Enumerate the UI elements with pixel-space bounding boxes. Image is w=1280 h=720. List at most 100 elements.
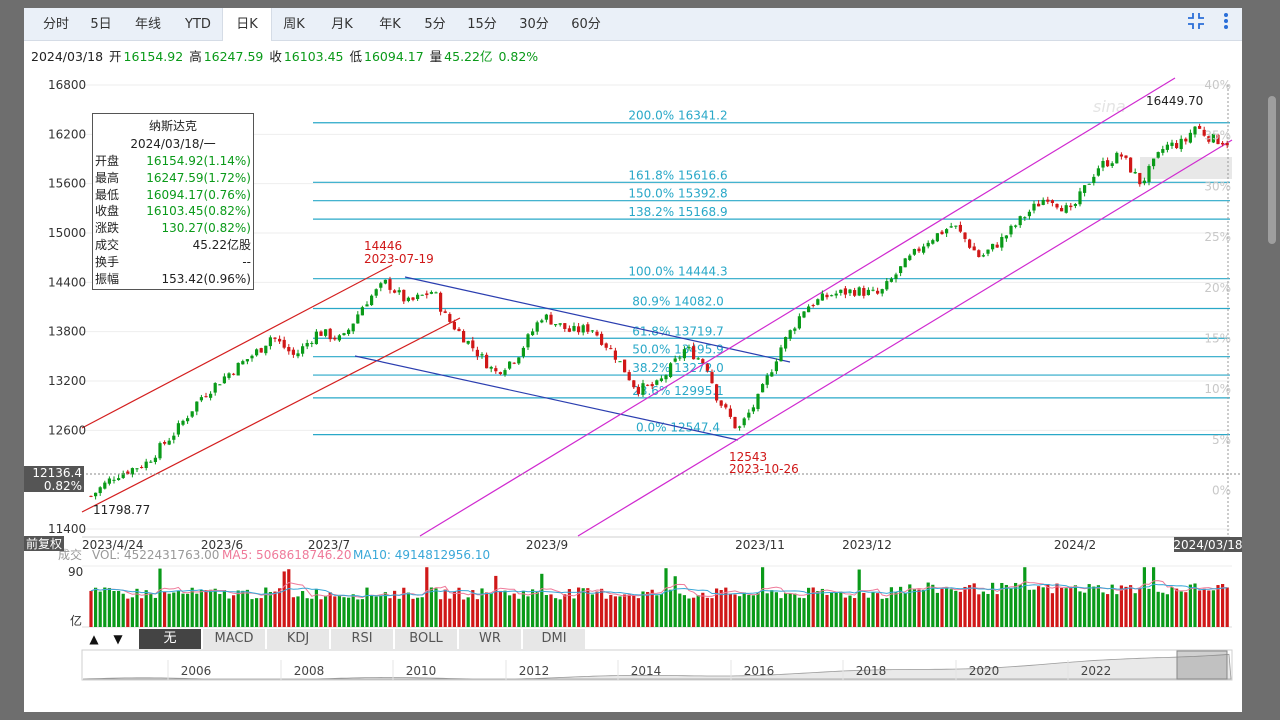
candle-body [181,420,185,425]
candle-body [1000,237,1004,248]
volume-bar [1046,584,1050,627]
candle-body [232,373,236,375]
volume-bar [1165,594,1169,627]
candle-body [305,342,309,347]
candle-body [360,307,364,316]
volume-bar [186,593,190,627]
candle-body [1216,134,1220,145]
tab-7[interactable]: 年K [379,17,401,32]
fib-label: 23.6% 12995.1 [632,384,724,398]
volume-bar [503,590,507,627]
volume-bar [1225,587,1229,627]
candle-body [673,358,677,362]
overview-year-label: 2016 [744,664,775,678]
tab-9[interactable]: 15分 [467,17,497,32]
volume-bar [278,588,282,627]
candle-body [1004,235,1008,239]
candle-body [411,297,415,300]
candle-body [958,224,962,232]
candle-body [1225,142,1229,146]
tab-0[interactable]: 分时 [42,17,69,32]
volume-bar [715,588,719,627]
tab-4[interactable]: 日K [222,8,272,41]
tab-2[interactable]: 年线 [134,17,161,32]
overview-navigator[interactable]: 2006 2008 2010 2012 2014 2016 2018 2020 2022 [81,649,1233,681]
tooltip-row: 涨跌 130.27(0.82%) [93,220,253,237]
candle-body [342,333,346,336]
fib-label: 61.8% 13719.7 [632,324,724,338]
volume-bar [383,592,387,627]
volume-bar [945,586,949,627]
candle-body [1060,207,1064,212]
rights-label[interactable]: 前复权 [26,536,62,551]
price-marker-value: 12136.4 [32,466,82,480]
fullscreen-icon[interactable] [1184,12,1208,36]
tab-11[interactable]: 60分 [571,17,601,32]
volume-bar [554,598,558,627]
tab-1[interactable]: 5日 [90,17,112,32]
indicator-tab-dmi[interactable]: DMI [523,629,586,649]
volume-bar [958,591,962,627]
overview-window-handle[interactable] [1176,650,1228,680]
volume-bar [356,599,360,627]
overview-area [82,653,1232,680]
volume-bar [1193,583,1197,627]
candle-body [209,393,213,398]
scroll-down-button[interactable]: ▼ [113,632,123,646]
scroll-up-button[interactable]: ▲ [89,632,99,646]
y-tick-label: 13800 [48,325,86,339]
candle-body [1202,129,1206,136]
tab-8[interactable]: 5分 [424,17,446,32]
candle-body [747,412,751,418]
tab-10[interactable]: 30分 [519,17,549,32]
volume-bar [581,588,585,627]
y-tick-label: 15600 [48,177,86,191]
indicator-tab-wr[interactable]: WR [459,629,522,649]
indicator-tab-kdj[interactable]: KDJ [267,629,330,649]
candle-body [227,373,231,378]
volume-bar [613,596,617,627]
volume-bar [659,594,663,627]
overview-year-label: 2014 [631,664,662,678]
volume-bar [912,588,916,627]
indicator-tab-无[interactable]: 无 [139,629,202,649]
indicator-tab-macd[interactable]: MACD [203,629,266,649]
tooltip-row: 振幅 153.42(0.96%) [93,271,253,288]
page-scrollbar-thumb[interactable] [1268,96,1276,244]
volume-label: 量 [429,49,443,64]
tab-6[interactable]: 月K [331,17,353,32]
candle-body [172,435,176,440]
x-tick-label: 2023/6 [201,538,243,552]
candle-body [268,337,272,347]
volume-bar [360,599,364,627]
volume-bar [673,576,677,627]
volume-bar [1156,591,1160,627]
candle-body [204,396,208,398]
tooltip-date: 2024/03/18/一 [130,137,216,151]
candle-body [259,348,263,353]
candle-body [995,244,999,248]
candle-body [126,471,130,474]
more-vertical-icon[interactable] [1214,12,1238,36]
volume-legend-label: 成交 [58,547,82,562]
volume-bar [425,567,429,627]
volume-bar [328,592,332,627]
volume-bar [374,596,378,627]
volume-bar [521,590,525,627]
volume-value: 45.22亿 [444,49,493,64]
indicator-tab-boll[interactable]: BOLL [395,629,458,649]
y-tick-label: 16200 [48,127,86,141]
candle-body [521,347,525,357]
volume-bar [894,592,898,627]
volume-bar [567,589,571,627]
volume-bar [825,594,829,627]
candle-body [535,322,539,332]
indicator-tab-rsi[interactable]: RSI [331,629,394,649]
tab-3[interactable]: YTD [185,17,211,32]
candle-body [379,283,383,288]
candle-body [466,341,470,344]
volume-bar [641,591,645,627]
volume-axis-top: 90 [68,565,83,579]
tab-5[interactable]: 周K [283,17,305,32]
